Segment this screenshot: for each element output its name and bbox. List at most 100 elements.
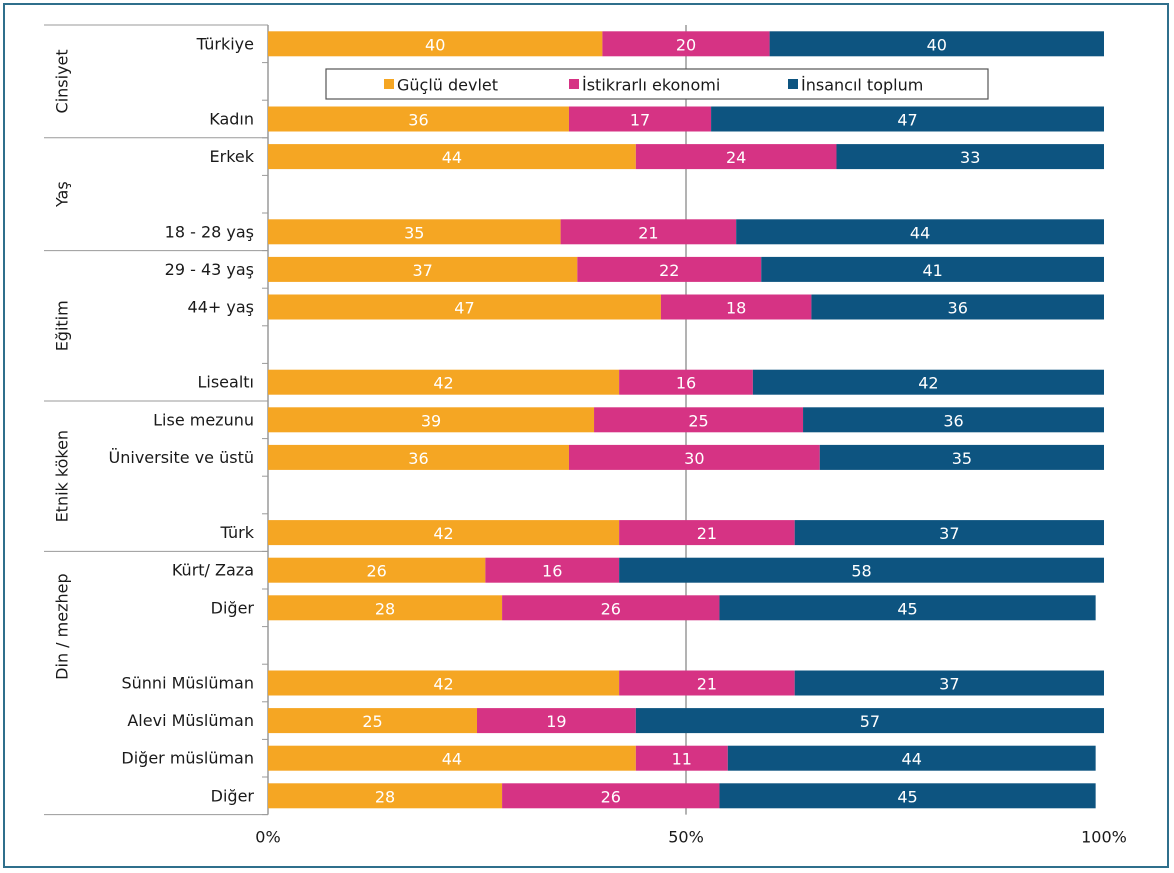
bar-segment <box>761 256 1104 282</box>
legend-label: İstikrarlı ekonomi <box>582 76 720 95</box>
category-label: Türk <box>219 523 254 542</box>
bar-segment <box>711 106 1104 132</box>
data-label: 22 <box>659 261 679 280</box>
data-label: 16 <box>542 562 562 581</box>
data-label: 44 <box>442 750 462 769</box>
group-label: Cinsiyet <box>53 49 72 113</box>
data-label: 36 <box>948 299 968 318</box>
data-label: 30 <box>684 449 704 468</box>
data-label: 58 <box>851 562 871 581</box>
bar-segment <box>736 219 1104 245</box>
bar-segment <box>803 407 1104 433</box>
bar-segment <box>769 31 1104 57</box>
bar-segment <box>619 670 795 696</box>
data-label: 42 <box>918 374 938 393</box>
bar-segment <box>635 708 1104 734</box>
bar-segment <box>719 595 1096 621</box>
bar-segment <box>268 407 595 433</box>
bar-segment <box>560 219 737 245</box>
data-label: 35 <box>952 449 972 468</box>
category-label: Diğer <box>211 786 255 805</box>
bar-segment <box>268 783 503 809</box>
bar-segment <box>635 144 837 170</box>
data-label: 44 <box>442 148 462 167</box>
data-label: 28 <box>375 787 395 806</box>
bar-segment <box>477 708 636 734</box>
data-label: 40 <box>927 35 947 54</box>
data-label: 11 <box>672 750 692 769</box>
data-label: 47 <box>897 111 917 130</box>
legend-swatch <box>384 79 394 89</box>
bar-segment <box>568 444 820 470</box>
bar-segment <box>268 219 561 245</box>
data-label: 28 <box>375 599 395 618</box>
legend-label: Güçlü devlet <box>397 76 498 95</box>
data-label: 41 <box>922 261 942 280</box>
bar-segment <box>268 444 569 470</box>
data-label: 21 <box>638 223 658 242</box>
data-label: 39 <box>421 411 441 430</box>
data-label: 24 <box>726 148 746 167</box>
data-label: 36 <box>943 411 963 430</box>
x-tick-label: 100% <box>1081 828 1127 847</box>
category-label: 44+ yaş <box>188 298 254 317</box>
bar-segment <box>836 144 1104 170</box>
bar-segment <box>752 369 1104 395</box>
data-label: 26 <box>601 599 621 618</box>
bar-segment <box>268 520 620 546</box>
data-label: 45 <box>897 787 917 806</box>
data-label: 21 <box>697 675 717 694</box>
category-label: Alevi Müslüman <box>127 711 254 730</box>
bar-segment <box>268 144 636 170</box>
group-label: Etnik köken <box>53 430 72 522</box>
group-label: Yaş <box>53 181 72 208</box>
category-label: Türkiye <box>196 34 254 53</box>
bar-segment <box>268 369 620 395</box>
bar-segment <box>577 256 762 282</box>
group-label: Din / mezhep <box>53 573 72 679</box>
bar-segment <box>619 557 1104 583</box>
category-label: Üniversite ve üstü <box>109 448 254 467</box>
data-label: 57 <box>860 712 880 731</box>
bar-segment <box>819 444 1104 470</box>
data-label: 20 <box>676 35 696 54</box>
bar-segment <box>727 745 1096 771</box>
data-label: 17 <box>630 111 650 130</box>
bar-segment <box>619 369 753 395</box>
legend-box <box>325 68 989 100</box>
bar-segment <box>660 294 812 320</box>
bar-segment <box>268 708 477 734</box>
data-label: 36 <box>408 449 428 468</box>
legend: Güçlü devlet İstikrarlı ekonomi İnsancıl t… <box>325 68 989 100</box>
bar-segment <box>502 595 720 621</box>
data-label: 21 <box>697 524 717 543</box>
bar-segment <box>268 106 569 132</box>
group-label: Eğitim <box>53 300 72 351</box>
legend-swatch <box>788 79 798 89</box>
data-label: 18 <box>726 299 746 318</box>
bar-segment <box>594 407 804 433</box>
category-label: Lise mezunu <box>153 410 254 429</box>
bar-segment <box>811 294 1104 320</box>
data-label: 33 <box>960 148 980 167</box>
bar-segment <box>268 31 603 57</box>
data-label: 44 <box>902 750 922 769</box>
data-label: 40 <box>425 35 445 54</box>
data-label: 25 <box>688 411 708 430</box>
bar-segment <box>719 783 1096 809</box>
x-tick-label: 0% <box>255 828 280 847</box>
data-label: 47 <box>454 299 474 318</box>
bar-segment <box>794 520 1104 546</box>
legend-label: İnsancıl toplum <box>801 76 923 95</box>
data-label: 44 <box>910 223 930 242</box>
data-label: 19 <box>546 712 566 731</box>
bar-segment <box>502 783 720 809</box>
bar-segment <box>268 294 661 320</box>
data-label: 35 <box>404 223 424 242</box>
bar-segment <box>619 520 795 546</box>
bar-segment <box>794 670 1104 696</box>
category-label: Erkek <box>210 147 255 166</box>
data-label: 42 <box>433 374 453 393</box>
data-label: 26 <box>367 562 387 581</box>
